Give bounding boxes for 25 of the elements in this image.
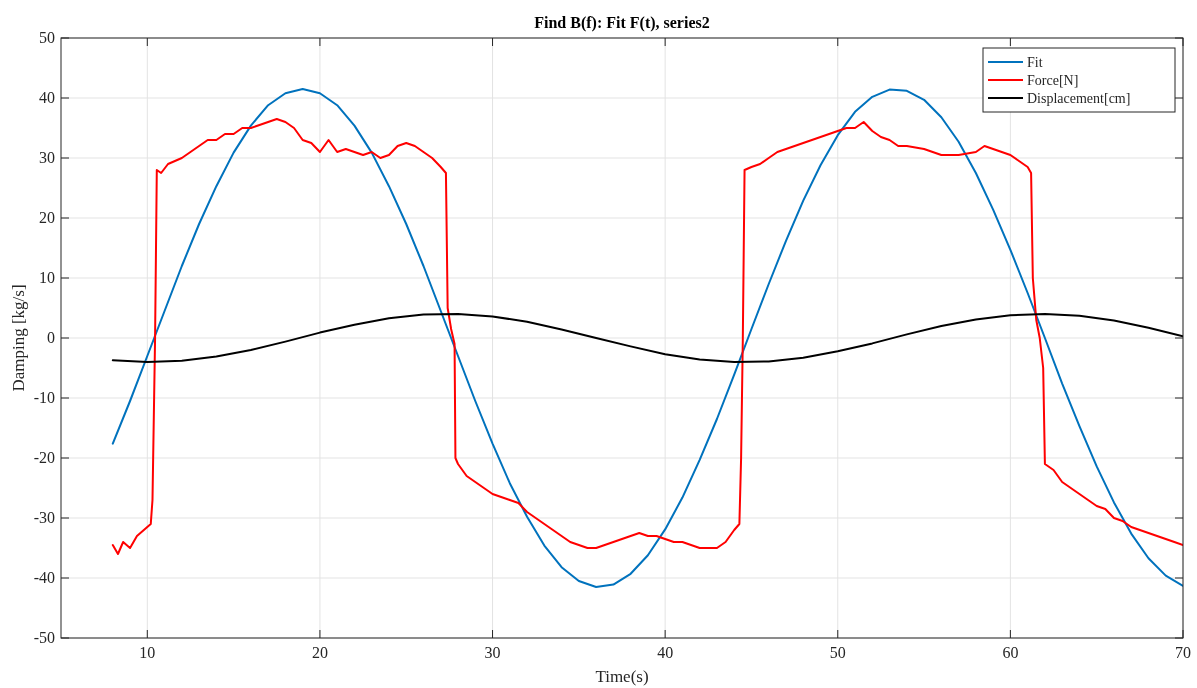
y-tick-label: -10 [33, 389, 55, 406]
y-tick-label: 50 [39, 29, 55, 46]
y-tick-label: -20 [33, 449, 55, 466]
y-tick-label: 10 [39, 269, 55, 286]
x-tick-label: 70 [1175, 644, 1191, 661]
x-tick-label: 10 [139, 644, 156, 661]
legend-label: Force[N] [1027, 73, 1079, 88]
x-tick-label: 60 [1002, 644, 1019, 661]
y-tick-label: 0 [47, 329, 55, 346]
x-tick-label: 40 [657, 644, 674, 661]
x-tick-label: 30 [484, 644, 501, 661]
y-tick-label: 40 [39, 89, 55, 106]
y-tick-label: -50 [33, 629, 55, 646]
x-tick-label: 50 [829, 644, 846, 661]
y-tick-label: -40 [33, 569, 55, 586]
line-series [111, 313, 1183, 363]
x-tick-label: 20 [311, 644, 328, 661]
x-axis-title: Time(s) [595, 667, 649, 686]
legend-label: Displacement[cm] [1027, 91, 1131, 106]
y-axis-title: Damping [kg/s] [9, 284, 28, 392]
y-tick-label: 20 [39, 209, 55, 226]
y-tick-label: -30 [33, 509, 55, 526]
legend-label: Fit [1027, 55, 1043, 70]
chart-title: Find B(f): Fit F(t), series2 [534, 14, 710, 32]
y-tick-label: 30 [39, 149, 55, 166]
